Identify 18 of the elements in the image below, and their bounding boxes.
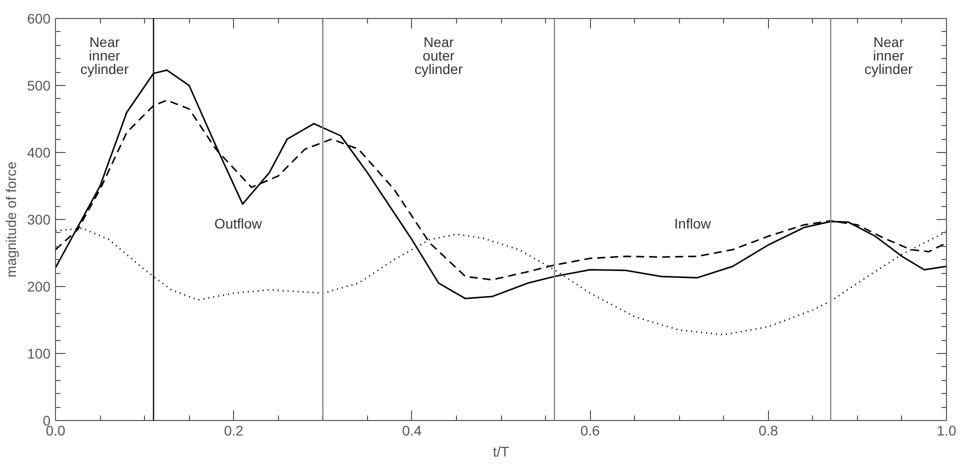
y-tick-label: 200 xyxy=(27,278,51,294)
x-tick-label: 0.4 xyxy=(402,422,422,438)
y-axis-title: magnitude of force xyxy=(3,161,20,278)
x-tick-label: 0.8 xyxy=(758,422,778,438)
y-tick-label: 300 xyxy=(27,212,51,228)
y-tick-label: 400 xyxy=(27,144,51,160)
y-tick-label: 600 xyxy=(27,10,51,26)
annotation: Inflow xyxy=(674,216,712,232)
x-axis-title: t/T xyxy=(492,444,510,460)
annotation: Outflow xyxy=(214,216,263,232)
annotation: Near inner cylinder xyxy=(864,34,914,78)
annotation: Near inner cylinder xyxy=(80,34,129,78)
x-tick-label: 0.6 xyxy=(580,422,600,438)
x-tick-label: 1.0 xyxy=(936,422,956,438)
y-tick-label: 100 xyxy=(27,346,51,362)
x-tick-label: 0.2 xyxy=(224,422,244,438)
annotation: Near outer cylinder xyxy=(414,34,464,78)
y-tick-label: 500 xyxy=(27,78,51,94)
